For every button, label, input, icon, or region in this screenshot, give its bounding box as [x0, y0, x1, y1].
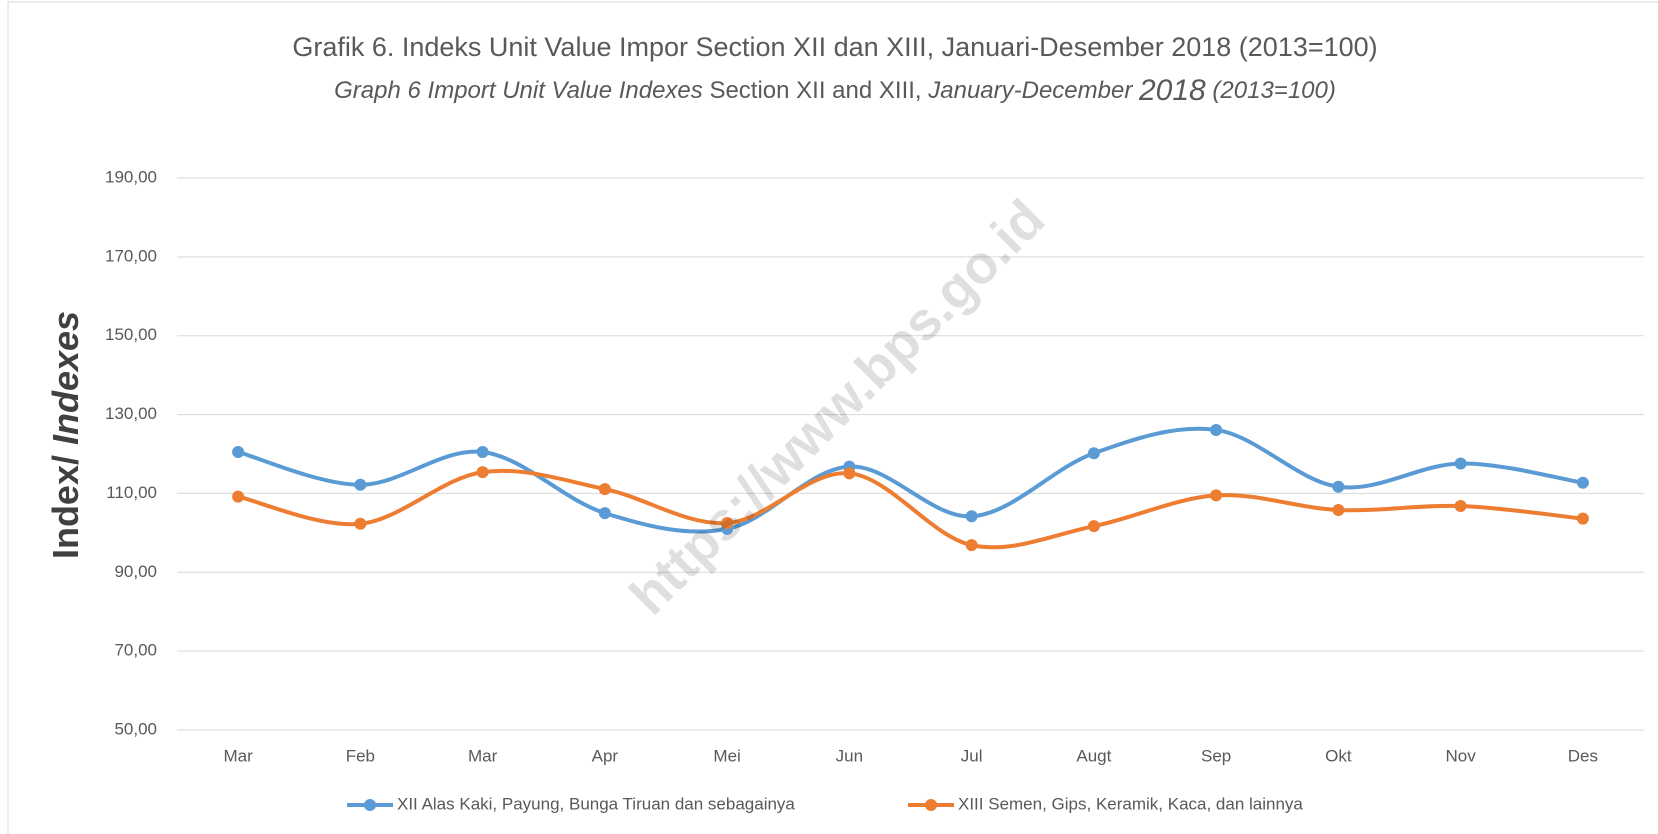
x-tick-label: Okt	[1325, 746, 1352, 765]
x-tick-label: Apr	[592, 746, 619, 765]
data-point	[232, 446, 245, 459]
data-point	[965, 539, 978, 552]
data-point	[1454, 500, 1467, 513]
data-point	[1332, 480, 1345, 493]
series-line	[237, 468, 1584, 550]
x-tick-label: Mar	[468, 746, 498, 765]
y-label-part: Indexes	[45, 311, 86, 445]
data-point	[476, 446, 489, 459]
data-point	[354, 517, 367, 530]
data-point	[598, 507, 611, 520]
x-tick-label: Augt	[1076, 746, 1111, 765]
subtitle-part: Section XII and XIII,	[703, 77, 928, 104]
y-tick-label: 50,00	[114, 719, 157, 738]
subtitle-part: 2018	[1138, 74, 1206, 107]
subtitle-part: January-December	[927, 77, 1139, 104]
subtitle-part: Graph 6 Import Unit Value Indexes	[334, 77, 703, 104]
data-point	[476, 466, 489, 479]
legend-marker	[925, 799, 937, 811]
data-point	[721, 517, 734, 529]
series-line	[237, 426, 1584, 534]
y-axis-label: Index/ Indexes	[45, 311, 86, 559]
x-tick-label: Mei	[713, 746, 740, 765]
data-point	[843, 467, 856, 480]
x-tick-label: Des	[1568, 746, 1598, 765]
x-tick-label: Jun	[836, 746, 863, 765]
data-point	[1576, 512, 1589, 525]
data-point	[1210, 423, 1223, 436]
chart-title: Grafik 6. Indeks Unit Value Impor Sectio…	[292, 32, 1377, 62]
y-tick-label: 150,00	[105, 325, 157, 344]
x-tick-label: Nov	[1446, 746, 1477, 765]
legend-label: XIII Semen, Gips, Keramik, Kaca, dan lai…	[958, 794, 1303, 813]
legend-label: XII Alas Kaki, Payung, Bunga Tiruan dan …	[397, 794, 795, 813]
data-point	[1210, 489, 1223, 502]
y-tick-label: 70,00	[114, 641, 157, 660]
data-point	[232, 490, 245, 503]
chart-subtitle: Graph 6 Import Unit Value Indexes Sectio…	[334, 74, 1336, 107]
y-tick-label: 190,00	[105, 167, 157, 186]
data-point	[1087, 447, 1100, 460]
legend-marker	[364, 799, 376, 811]
y-tick-label: 170,00	[105, 246, 157, 265]
chart-frame	[7, 1, 1658, 834]
data-point	[1087, 520, 1100, 533]
data-point	[965, 510, 978, 523]
x-tick-label: Sep	[1201, 746, 1231, 765]
y-tick-label: 110,00	[106, 483, 157, 502]
data-point	[1332, 503, 1345, 516]
x-tick-label: Jul	[961, 746, 983, 765]
x-tick-label: Mar	[223, 746, 253, 765]
data-point	[354, 478, 367, 491]
data-point	[1576, 476, 1589, 489]
y-tick-label: 130,00	[105, 404, 157, 423]
y-label-part: Index/	[45, 445, 86, 559]
data-point	[598, 483, 611, 496]
x-tick-label: Feb	[346, 746, 375, 765]
subtitle-part: (2013=100)	[1206, 77, 1336, 104]
y-tick-label: 90,00	[114, 562, 157, 581]
data-point	[1454, 457, 1467, 470]
